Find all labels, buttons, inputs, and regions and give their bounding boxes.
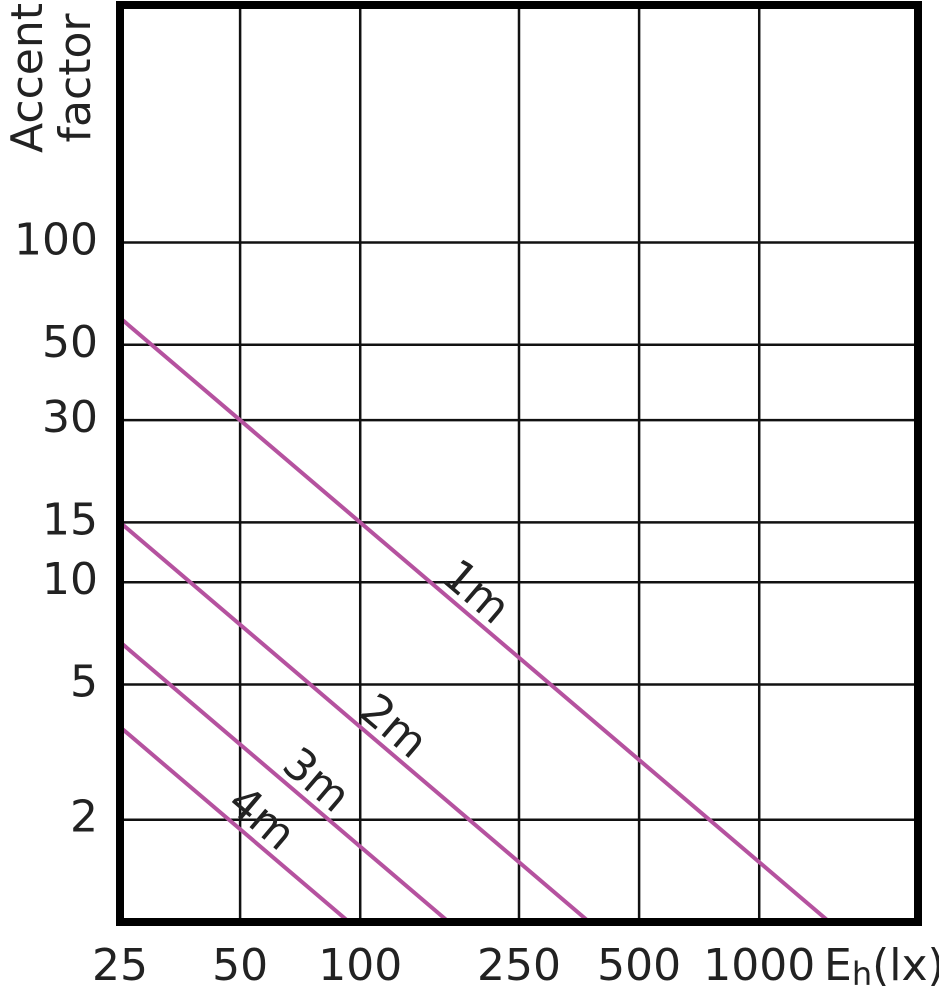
x-tick-label: 50 (212, 940, 268, 991)
y-tick-label: 10 (42, 554, 98, 605)
series-label: 1m (433, 550, 520, 635)
x-tick-label: 1000 (703, 940, 815, 991)
x-axis-label-unit: (lx) (872, 940, 939, 991)
data-line (118, 520, 591, 924)
y-axis-label: Accent (2, 3, 53, 153)
x-tick-label: 500 (597, 940, 681, 991)
x-axis-label-main: E (824, 940, 852, 991)
y-tick-label: 100 (14, 214, 98, 265)
y-axis-label: factor (50, 13, 101, 143)
y-tick-label: 15 (42, 494, 98, 545)
x-tick-label: 100 (318, 940, 402, 991)
data-line (118, 725, 351, 924)
y-tick-label: 2 (70, 792, 98, 843)
data-line (118, 640, 451, 924)
series-label: 2m (350, 684, 437, 769)
x-axis-label: Eh(lx) (824, 940, 939, 993)
data-line (118, 316, 831, 924)
x-tick-label: 25 (92, 940, 148, 991)
plot-border (116, 1, 922, 926)
x-axis-label-sub: h (852, 955, 872, 993)
y-tick-label: 50 (42, 317, 98, 368)
x-tick-label: 250 (477, 940, 561, 991)
y-tick-label: 5 (70, 657, 98, 708)
y-tick-label: 30 (42, 392, 98, 443)
